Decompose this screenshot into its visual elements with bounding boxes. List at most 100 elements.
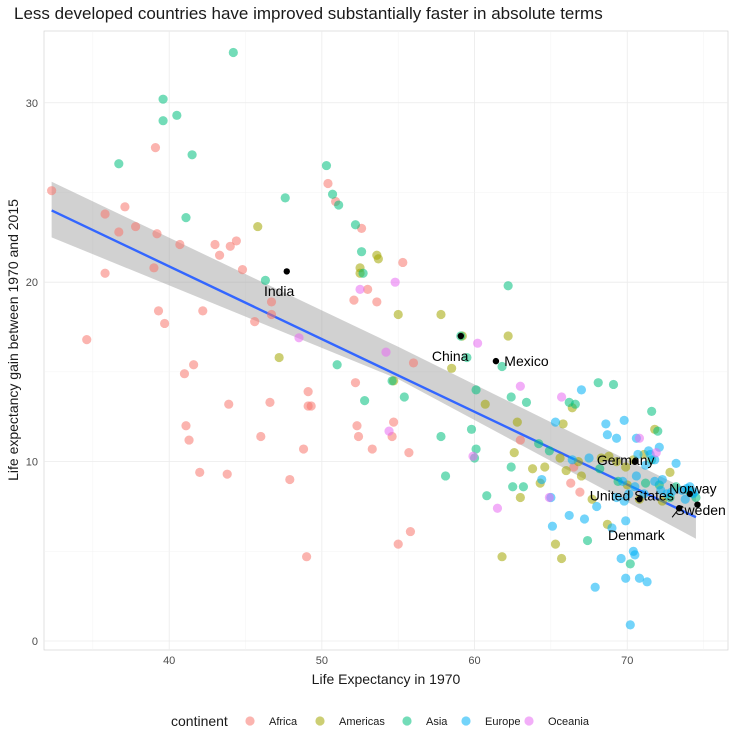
point-africa	[363, 284, 373, 294]
point-asia	[653, 426, 663, 436]
point-asia	[172, 110, 182, 120]
country-label-sweden: Sweden	[675, 502, 726, 518]
point-africa	[222, 469, 232, 479]
point-asia	[399, 392, 409, 402]
point-americas	[480, 399, 490, 409]
point-africa	[214, 250, 225, 260]
point-europe	[666, 487, 677, 497]
point-oceania	[390, 277, 400, 287]
regression-line	[51, 209, 697, 519]
point-oceania	[384, 426, 394, 436]
point-europe	[564, 510, 574, 521]
point-americas	[576, 471, 587, 481]
point-europe	[616, 553, 626, 564]
point-africa	[224, 399, 234, 409]
y-tick-label: 20	[26, 277, 38, 289]
point-africa	[114, 227, 124, 237]
point-americas	[558, 419, 568, 429]
point-africa	[256, 431, 266, 442]
point-asia	[260, 275, 270, 285]
chart-title: Less developed countries have improved s…	[14, 4, 603, 23]
point-africa	[266, 297, 277, 307]
point-africa	[303, 387, 313, 397]
point-europe	[579, 514, 590, 524]
point-africa	[266, 309, 277, 320]
point-africa	[160, 318, 170, 329]
point-americas	[596, 453, 606, 463]
point-asia	[327, 189, 338, 199]
point-asia	[387, 376, 397, 386]
point-americas	[657, 496, 667, 506]
point-asia	[471, 444, 481, 454]
point-europe	[619, 415, 629, 425]
point-oceania	[544, 492, 554, 503]
point-asia	[582, 535, 593, 546]
point-europe	[601, 419, 611, 429]
highlight-point-sweden	[694, 501, 701, 508]
point-oceania	[468, 451, 478, 461]
point-asia	[321, 160, 332, 171]
point-americas	[555, 453, 565, 463]
point-americas	[503, 331, 513, 341]
point-europe	[602, 430, 612, 440]
point-asia	[518, 482, 529, 492]
point-oceania	[294, 333, 304, 343]
point-europe	[618, 476, 628, 486]
point-africa	[353, 431, 364, 442]
legend-label-americas: Americas	[339, 716, 385, 728]
y-axis-title: Life expectancy gain between 1970 and 20…	[5, 199, 21, 481]
point-asia	[356, 247, 367, 257]
point-americas	[509, 448, 519, 458]
point-asia	[181, 212, 191, 223]
point-oceania	[634, 433, 645, 443]
point-europe	[619, 496, 629, 506]
x-axis-ticks: 40 50 60 70	[163, 655, 633, 667]
point-africa	[189, 360, 199, 370]
point-africa	[405, 526, 416, 537]
point-africa	[179, 369, 190, 379]
point-africa	[100, 209, 110, 219]
point-europe	[547, 521, 558, 531]
point-americas	[436, 309, 446, 320]
point-africa	[306, 401, 316, 411]
highlight-point-china	[457, 332, 465, 340]
y-tick-label: 10	[26, 457, 38, 469]
point-asia	[462, 352, 472, 363]
point-europe	[640, 460, 651, 470]
point-africa	[350, 378, 361, 388]
point-oceania	[556, 392, 567, 402]
point-africa	[298, 444, 309, 454]
legend-key-asia	[402, 716, 412, 726]
point-asia	[482, 491, 492, 501]
point-asia	[228, 47, 238, 58]
highlight-point-germany	[631, 458, 639, 465]
point-americas	[393, 309, 403, 320]
point-asia	[503, 281, 513, 291]
country-labels: India China Mexico Germany United States Denm…	[264, 283, 726, 543]
point-oceania	[381, 347, 391, 357]
point-europe	[630, 550, 640, 560]
point-europe	[680, 494, 690, 504]
point-asia	[570, 399, 580, 409]
y-axis-ticks: 0 10 20 30	[26, 98, 38, 648]
point-asia	[350, 220, 361, 230]
point-europe	[584, 453, 594, 463]
point-americas	[497, 552, 507, 562]
x-tick-label: 50	[316, 655, 328, 667]
point-oceania	[473, 338, 483, 348]
confidence-band	[51, 181, 696, 539]
point-oceania	[492, 503, 503, 513]
point-europe	[650, 455, 660, 465]
point-americas	[611, 457, 622, 467]
country-label-mexico: Mexico	[504, 353, 549, 369]
point-oceania	[651, 448, 661, 458]
point-africa	[566, 478, 576, 488]
point-africa	[82, 335, 92, 345]
plot-panel	[43, 30, 729, 651]
y-tick-label: 0	[32, 636, 38, 648]
country-label-india: India	[264, 283, 295, 299]
point-africa	[285, 474, 295, 485]
point-africa	[210, 239, 220, 250]
point-africa	[389, 417, 399, 427]
point-europe	[567, 455, 577, 465]
